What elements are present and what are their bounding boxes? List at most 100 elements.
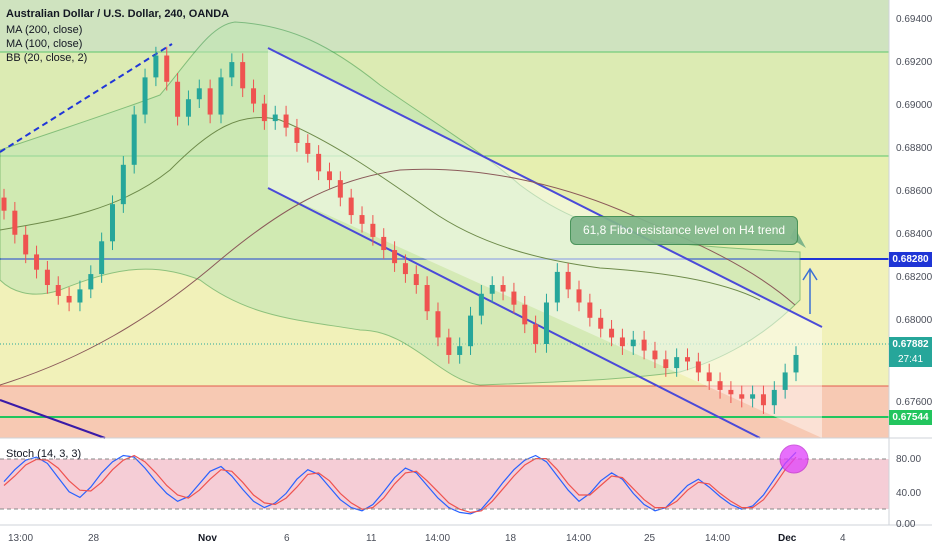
candle-body bbox=[66, 295, 72, 303]
candle-body bbox=[500, 285, 506, 292]
candles-group bbox=[1, 46, 799, 414]
stoch-d-line bbox=[3, 454, 797, 514]
candle-body bbox=[468, 315, 474, 347]
indicator-ma200-label[interactable]: MA (200, close) bbox=[6, 24, 83, 36]
candle-body bbox=[131, 114, 137, 165]
candle-body bbox=[565, 271, 571, 290]
indicator-bb-label[interactable]: BB (20, close, 2) bbox=[6, 52, 88, 64]
candle-body bbox=[782, 372, 788, 390]
candle-body bbox=[576, 289, 582, 303]
stoch-tick: 40.00 bbox=[896, 488, 922, 499]
x-tick: 13:00 bbox=[8, 533, 34, 544]
candle-body bbox=[771, 389, 777, 406]
candle-body bbox=[663, 359, 669, 369]
candle-body bbox=[739, 394, 745, 399]
candle-body bbox=[99, 241, 105, 275]
candle-body bbox=[489, 285, 495, 294]
y-tick: 0.68000 bbox=[896, 315, 932, 326]
candle-body bbox=[207, 88, 213, 115]
y-tick: 0.68600 bbox=[896, 186, 932, 197]
candle-body bbox=[598, 317, 604, 329]
candle-body bbox=[34, 254, 40, 270]
candle-body bbox=[717, 381, 723, 390]
candle-body bbox=[381, 236, 387, 251]
channel-upper-line[interactable] bbox=[267, 47, 823, 328]
x-tick: 14:00 bbox=[705, 533, 731, 544]
stoch-band bbox=[0, 459, 889, 509]
candle-body bbox=[587, 302, 593, 318]
candle-body bbox=[326, 171, 332, 181]
x-tick: 11 bbox=[366, 533, 377, 544]
candle-body bbox=[142, 77, 148, 115]
candle-body bbox=[511, 291, 517, 305]
x-tick: 6 bbox=[284, 533, 290, 544]
candle-body bbox=[120, 164, 126, 205]
annotation-callout[interactable]: 61,8 Fibo resistance level on H4 trend bbox=[570, 216, 798, 245]
x-tick: 18 bbox=[505, 533, 517, 544]
resistance-price-badge: 0.68280 bbox=[889, 252, 932, 267]
candle-body bbox=[55, 285, 61, 296]
candle-body bbox=[153, 55, 159, 78]
channel-fill bbox=[268, 48, 822, 438]
stoch-highlight-marker[interactable] bbox=[779, 444, 809, 474]
candle-body bbox=[294, 127, 300, 143]
candle-body bbox=[370, 223, 376, 237]
candle-body bbox=[522, 304, 528, 325]
indicator-ma100-label[interactable]: MA (100, close) bbox=[6, 38, 83, 50]
candle-body bbox=[457, 346, 463, 355]
band-top bbox=[0, 0, 889, 52]
candle-body bbox=[630, 339, 636, 347]
candle-body bbox=[793, 354, 799, 373]
candle-body bbox=[619, 337, 625, 347]
candle-body bbox=[218, 77, 224, 115]
candle-body bbox=[348, 197, 354, 216]
candle-body bbox=[543, 302, 549, 345]
candle-body bbox=[402, 263, 408, 275]
y-tick: 0.69400 bbox=[896, 14, 932, 25]
x-tick: Dec bbox=[778, 533, 797, 544]
support-price-badge: 0.67544 bbox=[889, 410, 932, 425]
candle-body bbox=[609, 328, 615, 338]
bollinger-band bbox=[0, 21, 801, 386]
dashed-trend-line[interactable] bbox=[0, 43, 173, 153]
candle-body bbox=[392, 250, 398, 264]
last-price-badge: 0.67882 bbox=[889, 337, 932, 352]
candle-body bbox=[305, 142, 311, 154]
ma-100-line bbox=[0, 116, 761, 301]
x-tick: 14:00 bbox=[425, 533, 451, 544]
candle-body bbox=[164, 55, 170, 82]
arrow-up-head-icon bbox=[802, 267, 818, 281]
x-tick: 14:00 bbox=[566, 533, 592, 544]
candle-body bbox=[750, 394, 756, 399]
chart-title: Australian Dollar / U.S. Dollar, 240, OA… bbox=[6, 8, 230, 20]
candle-body bbox=[760, 394, 766, 406]
candle-body bbox=[446, 337, 452, 355]
candle-body bbox=[283, 114, 289, 128]
x-tick: 25 bbox=[644, 533, 656, 544]
candle-body bbox=[77, 289, 83, 303]
candle-body bbox=[88, 274, 94, 290]
candle-body bbox=[229, 62, 235, 78]
candle-body bbox=[685, 357, 691, 362]
candle-body bbox=[652, 350, 658, 360]
candle-body bbox=[728, 389, 734, 395]
y-tick: 0.67600 bbox=[896, 397, 932, 408]
candle-body bbox=[272, 114, 278, 122]
candle-body bbox=[706, 372, 712, 382]
candle-body bbox=[185, 99, 191, 117]
candle-body bbox=[424, 285, 430, 312]
y-tick: 0.68800 bbox=[896, 143, 932, 154]
x-tick: Nov bbox=[198, 533, 217, 544]
candle-body bbox=[196, 88, 202, 100]
stoch-tick: 80.00 bbox=[896, 454, 922, 465]
purple-trend-line[interactable] bbox=[0, 399, 106, 439]
stoch-label[interactable]: Stoch (14, 3, 3) bbox=[6, 448, 82, 460]
y-tick: 0.68200 bbox=[896, 272, 932, 283]
y-tick: 0.68400 bbox=[896, 229, 932, 240]
y-tick: 0.69000 bbox=[896, 100, 932, 111]
x-tick: 4 bbox=[840, 533, 846, 544]
candle-body bbox=[413, 274, 419, 286]
candle-body bbox=[478, 293, 484, 316]
candle-body bbox=[261, 103, 267, 122]
